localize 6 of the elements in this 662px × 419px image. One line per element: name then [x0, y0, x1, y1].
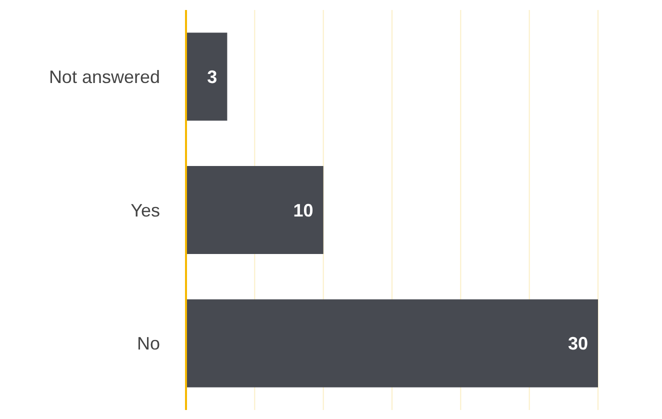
- y-tick-label: Yes: [130, 200, 160, 220]
- y-tick-label: Not answered: [48, 66, 160, 87]
- data-label: 3: [207, 66, 218, 87]
- data-label: 30: [568, 334, 588, 354]
- data-label: 10: [293, 200, 314, 220]
- y-tick-label: No: [136, 334, 160, 354]
